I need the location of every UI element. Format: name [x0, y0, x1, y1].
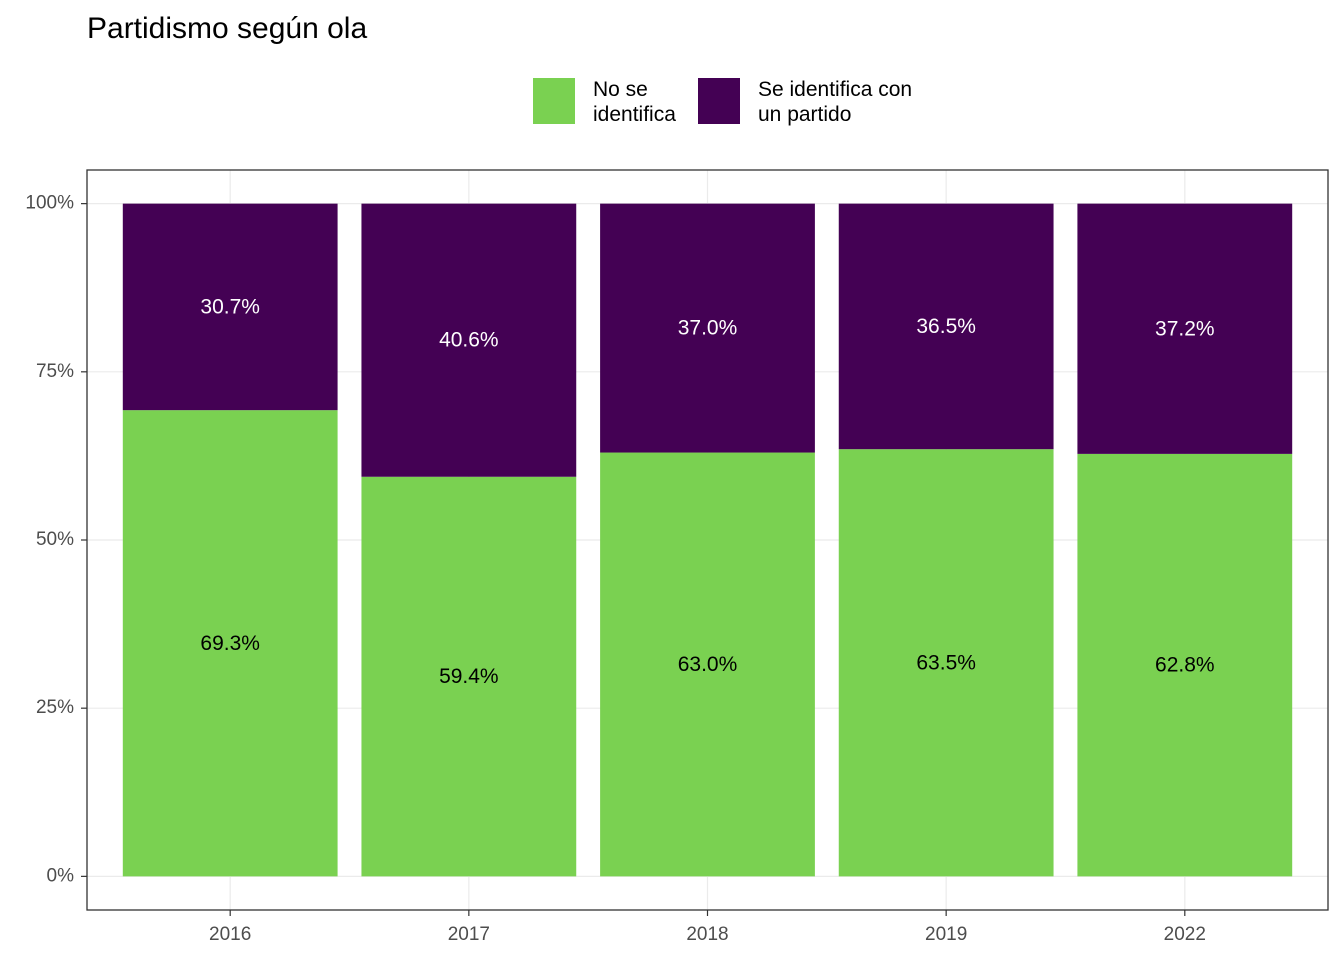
value-label: 37.0% — [678, 317, 738, 340]
y-tick-label: 50% — [36, 529, 74, 550]
bar-segment — [1077, 203, 1293, 454]
y-tick-label: 75% — [36, 361, 74, 382]
bar-segment — [600, 452, 815, 877]
value-label: 69.3% — [200, 632, 260, 655]
chart-title: Partidismo según ola — [87, 12, 367, 45]
bar-segment — [838, 449, 1054, 877]
legend-label: Se identifica con un partido — [758, 78, 913, 126]
x-tick-label: 2022 — [1164, 924, 1206, 945]
value-label: 63.5% — [916, 651, 976, 674]
y-tick-label: 100% — [25, 193, 74, 214]
y-tick-label: 25% — [36, 697, 74, 718]
value-label: 30.7% — [200, 295, 260, 318]
x-tick-label: 2018 — [686, 924, 728, 945]
bar-segment — [1077, 453, 1293, 877]
legend-item: No se identifica — [533, 78, 693, 127]
value-label: 63.0% — [678, 653, 738, 676]
value-label: 59.4% — [439, 665, 499, 688]
y-tick-label: 0% — [47, 865, 75, 886]
bar-segment — [122, 203, 338, 411]
legend-label: No se identifica — [593, 78, 676, 126]
bar-segment — [361, 203, 577, 477]
bar-segment — [122, 410, 338, 877]
legend-item: Se identifica con un partido — [698, 78, 918, 127]
x-tick-label: 2016 — [209, 924, 251, 945]
legend-key — [698, 78, 740, 124]
bar-segment — [361, 476, 577, 877]
value-label: 40.6% — [439, 329, 499, 352]
legend-key — [533, 78, 575, 124]
value-label: 62.8% — [1155, 654, 1215, 677]
x-tick-label: 2017 — [448, 924, 490, 945]
x-tick-label: 2019 — [925, 924, 967, 945]
value-label: 36.5% — [916, 315, 976, 338]
bar-segment — [838, 203, 1054, 450]
value-label: 37.2% — [1155, 317, 1215, 340]
panel-border — [86, 169, 1329, 911]
bar-segment — [600, 203, 815, 453]
